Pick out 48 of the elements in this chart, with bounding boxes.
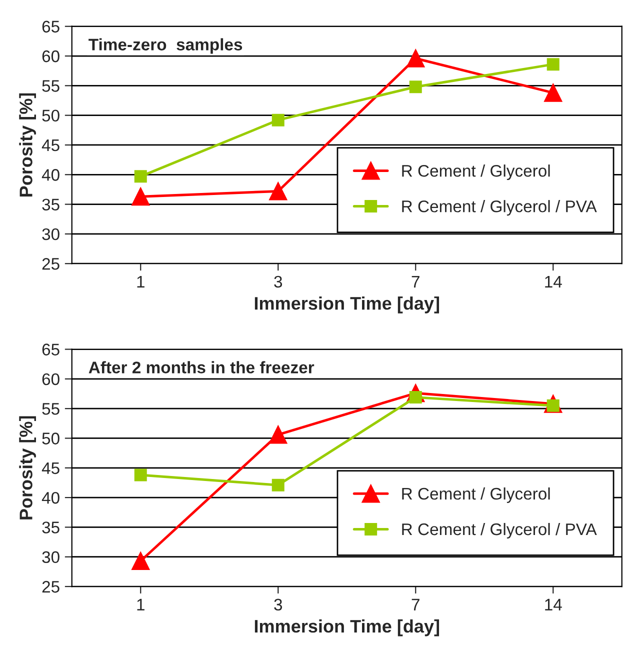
x-tick-label: 14 xyxy=(545,598,562,610)
point xyxy=(272,114,284,126)
x-tick-label: 1 xyxy=(137,276,144,288)
text: After 2 months in the freezer xyxy=(88,361,314,374)
x-tick-label: 7 xyxy=(412,276,420,288)
y-tick-label: 50 xyxy=(42,110,60,122)
point xyxy=(134,170,147,183)
y-tick-label: 65 xyxy=(42,20,60,33)
text: Time-zero samples xyxy=(88,38,242,54)
legend-label: R Cement / Glycerol xyxy=(402,164,550,180)
point xyxy=(272,478,284,492)
y-tick-label: 45 xyxy=(42,140,60,152)
point xyxy=(269,426,288,444)
legend-label: R Cement / Glycerol / PVA xyxy=(402,200,597,216)
y-tick-label: 55 xyxy=(42,80,60,92)
legend-label: R Cement / Glycerol / PVA xyxy=(402,522,597,538)
point xyxy=(546,58,560,71)
x-axis-title: Immersion Time [day] xyxy=(254,619,440,636)
legend-label: R Cement / Glycerol xyxy=(402,487,550,503)
x-tick-label: 1 xyxy=(137,598,144,610)
x-tick-label: 14 xyxy=(545,276,562,288)
y-tick-label: 55 xyxy=(42,403,60,415)
y-axis-title: Porosity [%] xyxy=(19,93,36,196)
y-tick-label: 45 xyxy=(42,462,60,474)
point xyxy=(409,80,422,94)
y-tick-label: 60 xyxy=(42,50,60,62)
y-tick-label: 25 xyxy=(42,580,60,593)
y-tick-label: 65 xyxy=(42,344,60,356)
point xyxy=(132,552,150,570)
y-axis-title: Porosity [%] xyxy=(19,416,36,520)
y-tick-label: 30 xyxy=(42,228,60,240)
point xyxy=(134,468,147,482)
y-tick-label: 40 xyxy=(42,492,60,504)
x-axis-title: Immersion Time [day] xyxy=(254,296,440,314)
y-tick-label: 60 xyxy=(42,373,60,386)
point xyxy=(544,84,562,102)
y-tick-label: 35 xyxy=(42,522,60,534)
x-tick-label: 7 xyxy=(412,598,420,610)
x-tick-label: 3 xyxy=(274,598,282,611)
point xyxy=(132,188,150,206)
point xyxy=(269,182,288,200)
y-tick-label: 25 xyxy=(42,258,60,270)
y-tick-label: 50 xyxy=(42,432,60,444)
y-tick-label: 30 xyxy=(42,551,60,564)
y-tick-label: 35 xyxy=(42,198,60,210)
x-tick-label: 3 xyxy=(274,276,282,288)
y-tick-label: 40 xyxy=(42,169,60,181)
point xyxy=(406,49,425,68)
